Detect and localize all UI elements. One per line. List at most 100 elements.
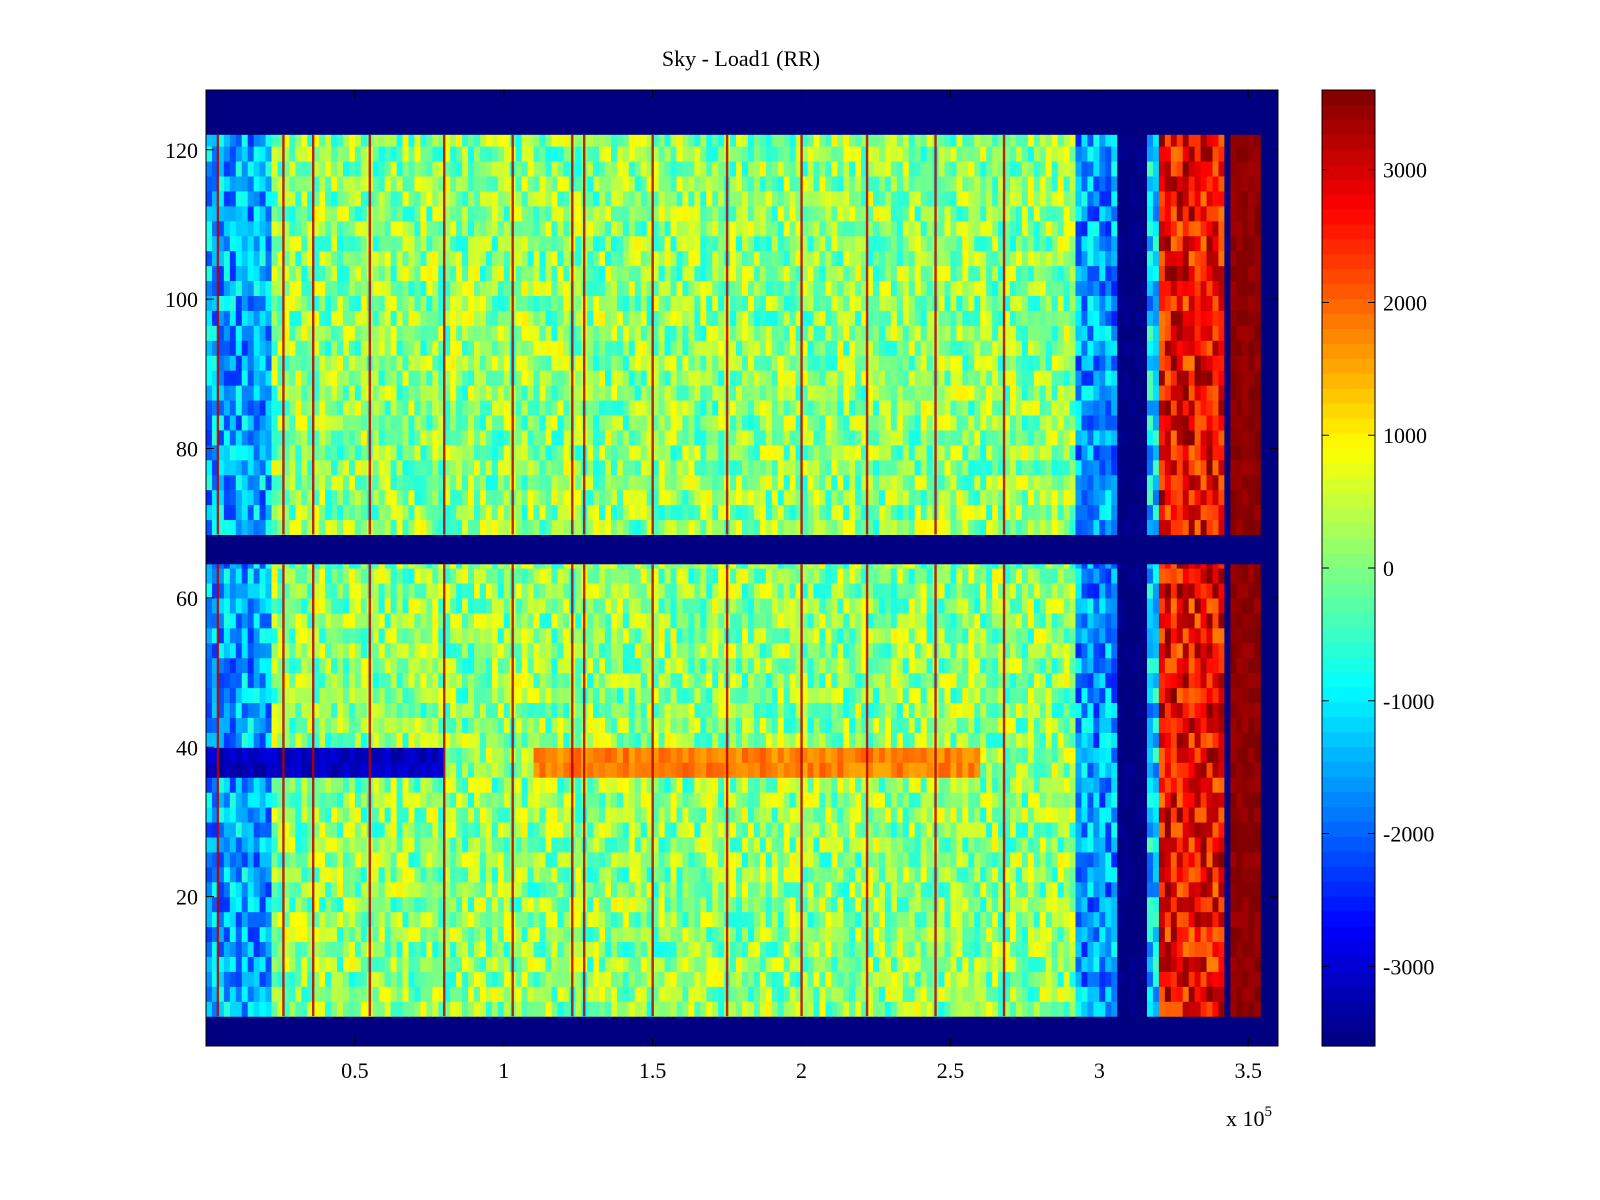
- heatmap-cell: [211, 807, 219, 823]
- heatmap-cell: [211, 941, 219, 957]
- heatmap-cell: [372, 777, 380, 793]
- heatmap-cell: [468, 807, 475, 823]
- heatmap-cell: [1254, 896, 1261, 913]
- heatmap-cell: [384, 941, 392, 957]
- heatmap-cell: [1188, 762, 1196, 778]
- heatmap-cell: [640, 597, 648, 614]
- heatmap-cell: [420, 627, 427, 644]
- heatmap-cell: [551, 971, 558, 987]
- heatmap-cell: [867, 777, 874, 793]
- heatmap-cell: [1087, 702, 1094, 718]
- heatmap-cell: [646, 717, 654, 733]
- heatmap-cell: [736, 672, 743, 689]
- heatmap-cell: [694, 672, 701, 689]
- heatmap-cell: [1093, 896, 1100, 913]
- heatmap-cell: [1135, 851, 1142, 868]
- heatmap-cell: [396, 821, 404, 838]
- heatmap-cell: [1236, 821, 1243, 838]
- heatmap-cell: [682, 762, 689, 778]
- heatmap-cell: [575, 866, 582, 883]
- heatmap-cell: [759, 627, 767, 644]
- heatmap-cell: [920, 941, 928, 957]
- heatmap-cell: [378, 657, 386, 674]
- heatmap-cell: [277, 702, 285, 718]
- heatmap-cell: [259, 672, 267, 689]
- heatmap-cell: [1135, 986, 1142, 1002]
- heatmap-cell: [247, 597, 255, 614]
- heatmap-cell: [211, 612, 219, 629]
- heatmap-cell: [664, 642, 672, 659]
- heatmap-cell: [289, 642, 296, 659]
- heatmap-cell: [992, 642, 999, 659]
- heatmap-cell: [1176, 926, 1184, 943]
- heatmap-cell: [813, 612, 821, 629]
- heatmap-cell: [1033, 792, 1041, 808]
- heatmap-cell: [890, 881, 898, 898]
- heatmap-cell: [491, 956, 499, 972]
- heatmap-cell: [384, 732, 392, 748]
- heatmap-cell: [1045, 836, 1053, 853]
- heatmap-cell: [563, 911, 570, 928]
- heatmap-cell: [485, 612, 493, 629]
- heatmap-cell: [837, 911, 844, 928]
- heatmap-cell: [247, 956, 255, 972]
- heatmap-cell: [1164, 926, 1172, 943]
- heatmap-cell: [277, 941, 285, 957]
- heatmap-cell: [896, 896, 904, 913]
- heatmap-cell: [444, 896, 451, 913]
- heatmap-cell: [855, 836, 862, 853]
- heatmap-cell: [462, 732, 469, 748]
- heatmap-cell: [759, 851, 767, 868]
- heatmap-cell: [1152, 792, 1160, 808]
- heatmap-cell: [926, 836, 934, 853]
- heatmap-cell: [855, 986, 862, 1002]
- heatmap-cell: [1069, 642, 1077, 659]
- heatmap-cell: [1123, 956, 1130, 972]
- heatmap-cell: [1206, 986, 1214, 1002]
- heatmap-cell: [688, 792, 695, 808]
- heatmap-cell: [1033, 807, 1041, 823]
- heatmap-cell: [819, 896, 826, 913]
- heatmap-cell: [271, 1001, 279, 1017]
- heatmap-cell: [914, 807, 922, 823]
- heatmap-cell: [342, 941, 350, 957]
- heatmap-cell: [873, 971, 880, 987]
- heatmap-cell: [468, 866, 475, 883]
- heatmap-cell: [986, 911, 993, 928]
- heatmap-cell: [640, 896, 648, 913]
- heatmap-cell: [676, 597, 684, 614]
- heatmap-cell: [1230, 956, 1237, 972]
- heatmap-cell: [1152, 881, 1160, 898]
- heatmap-cell: [229, 642, 237, 659]
- heatmap-cell: [1194, 792, 1202, 808]
- heatmap-cell: [289, 627, 296, 644]
- heatmap-cell: [1063, 896, 1071, 913]
- heatmap-cell: [819, 612, 826, 629]
- heatmap-cell: [640, 1001, 648, 1017]
- heatmap-cell: [908, 971, 916, 987]
- heatmap-cell: [795, 807, 803, 823]
- heatmap-cell: [337, 956, 344, 972]
- heatmap-cell: [1099, 597, 1106, 614]
- heatmap-cell: [402, 836, 410, 853]
- heatmap-cell: [283, 851, 290, 868]
- heatmap-cell: [253, 582, 261, 599]
- heatmap-cell: [527, 881, 535, 898]
- heatmap-cell: [337, 986, 344, 1002]
- heatmap-cell: [777, 657, 785, 674]
- heatmap-cell: [575, 792, 582, 808]
- heatmap-cell: [325, 941, 332, 957]
- heatmap-cell: [223, 762, 231, 778]
- heatmap-cell: [438, 792, 445, 808]
- heatmap-cell: [1206, 896, 1214, 913]
- heatmap-cell: [938, 836, 946, 853]
- heatmap-cell: [742, 881, 749, 898]
- heatmap-cell: [593, 971, 600, 987]
- heatmap-cell: [742, 926, 749, 943]
- heatmap-cell: [557, 777, 564, 793]
- heatmap-cell: [1230, 986, 1237, 1002]
- heatmap-cell: [622, 971, 630, 987]
- heatmap-cell: [354, 881, 362, 898]
- heatmap-cell: [247, 851, 255, 868]
- heatmap-cell: [551, 911, 558, 928]
